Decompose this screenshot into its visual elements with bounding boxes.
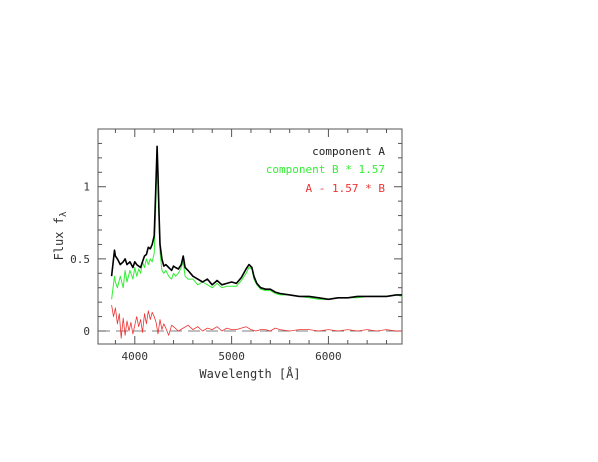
- legend-entry-component-a: component A: [312, 145, 385, 158]
- tick-marks: [98, 129, 402, 344]
- x-tick-label: 5000: [218, 350, 245, 363]
- legend: component A component B * 1.57 A - 1.57 …: [266, 145, 386, 195]
- x-tick-label: 6000: [315, 350, 342, 363]
- series-line-0: [110, 145, 402, 301]
- legend-entry-component-b: component B * 1.57: [266, 163, 385, 176]
- y-tick-label: 0.5: [70, 253, 90, 266]
- x-axis-label: Wavelength [Å]: [199, 366, 300, 381]
- legend-entry-difference: A - 1.57 * B: [306, 182, 386, 195]
- y-tick-label: 0: [83, 325, 90, 338]
- y-tick-label: 1: [83, 181, 90, 194]
- series-line-2: [111, 304, 402, 339]
- plot-frame: [97, 128, 403, 345]
- series-lines: [110, 145, 402, 339]
- tick-labels: 4000 5000 6000 0 0.5 1: [70, 181, 342, 363]
- x-tick-label: 4000: [122, 350, 149, 363]
- y-axis-label-subscript: λ: [59, 211, 69, 217]
- y-axis-label-main: Flux f: [52, 217, 66, 260]
- y-axis-label: Flux fλ: [52, 211, 69, 260]
